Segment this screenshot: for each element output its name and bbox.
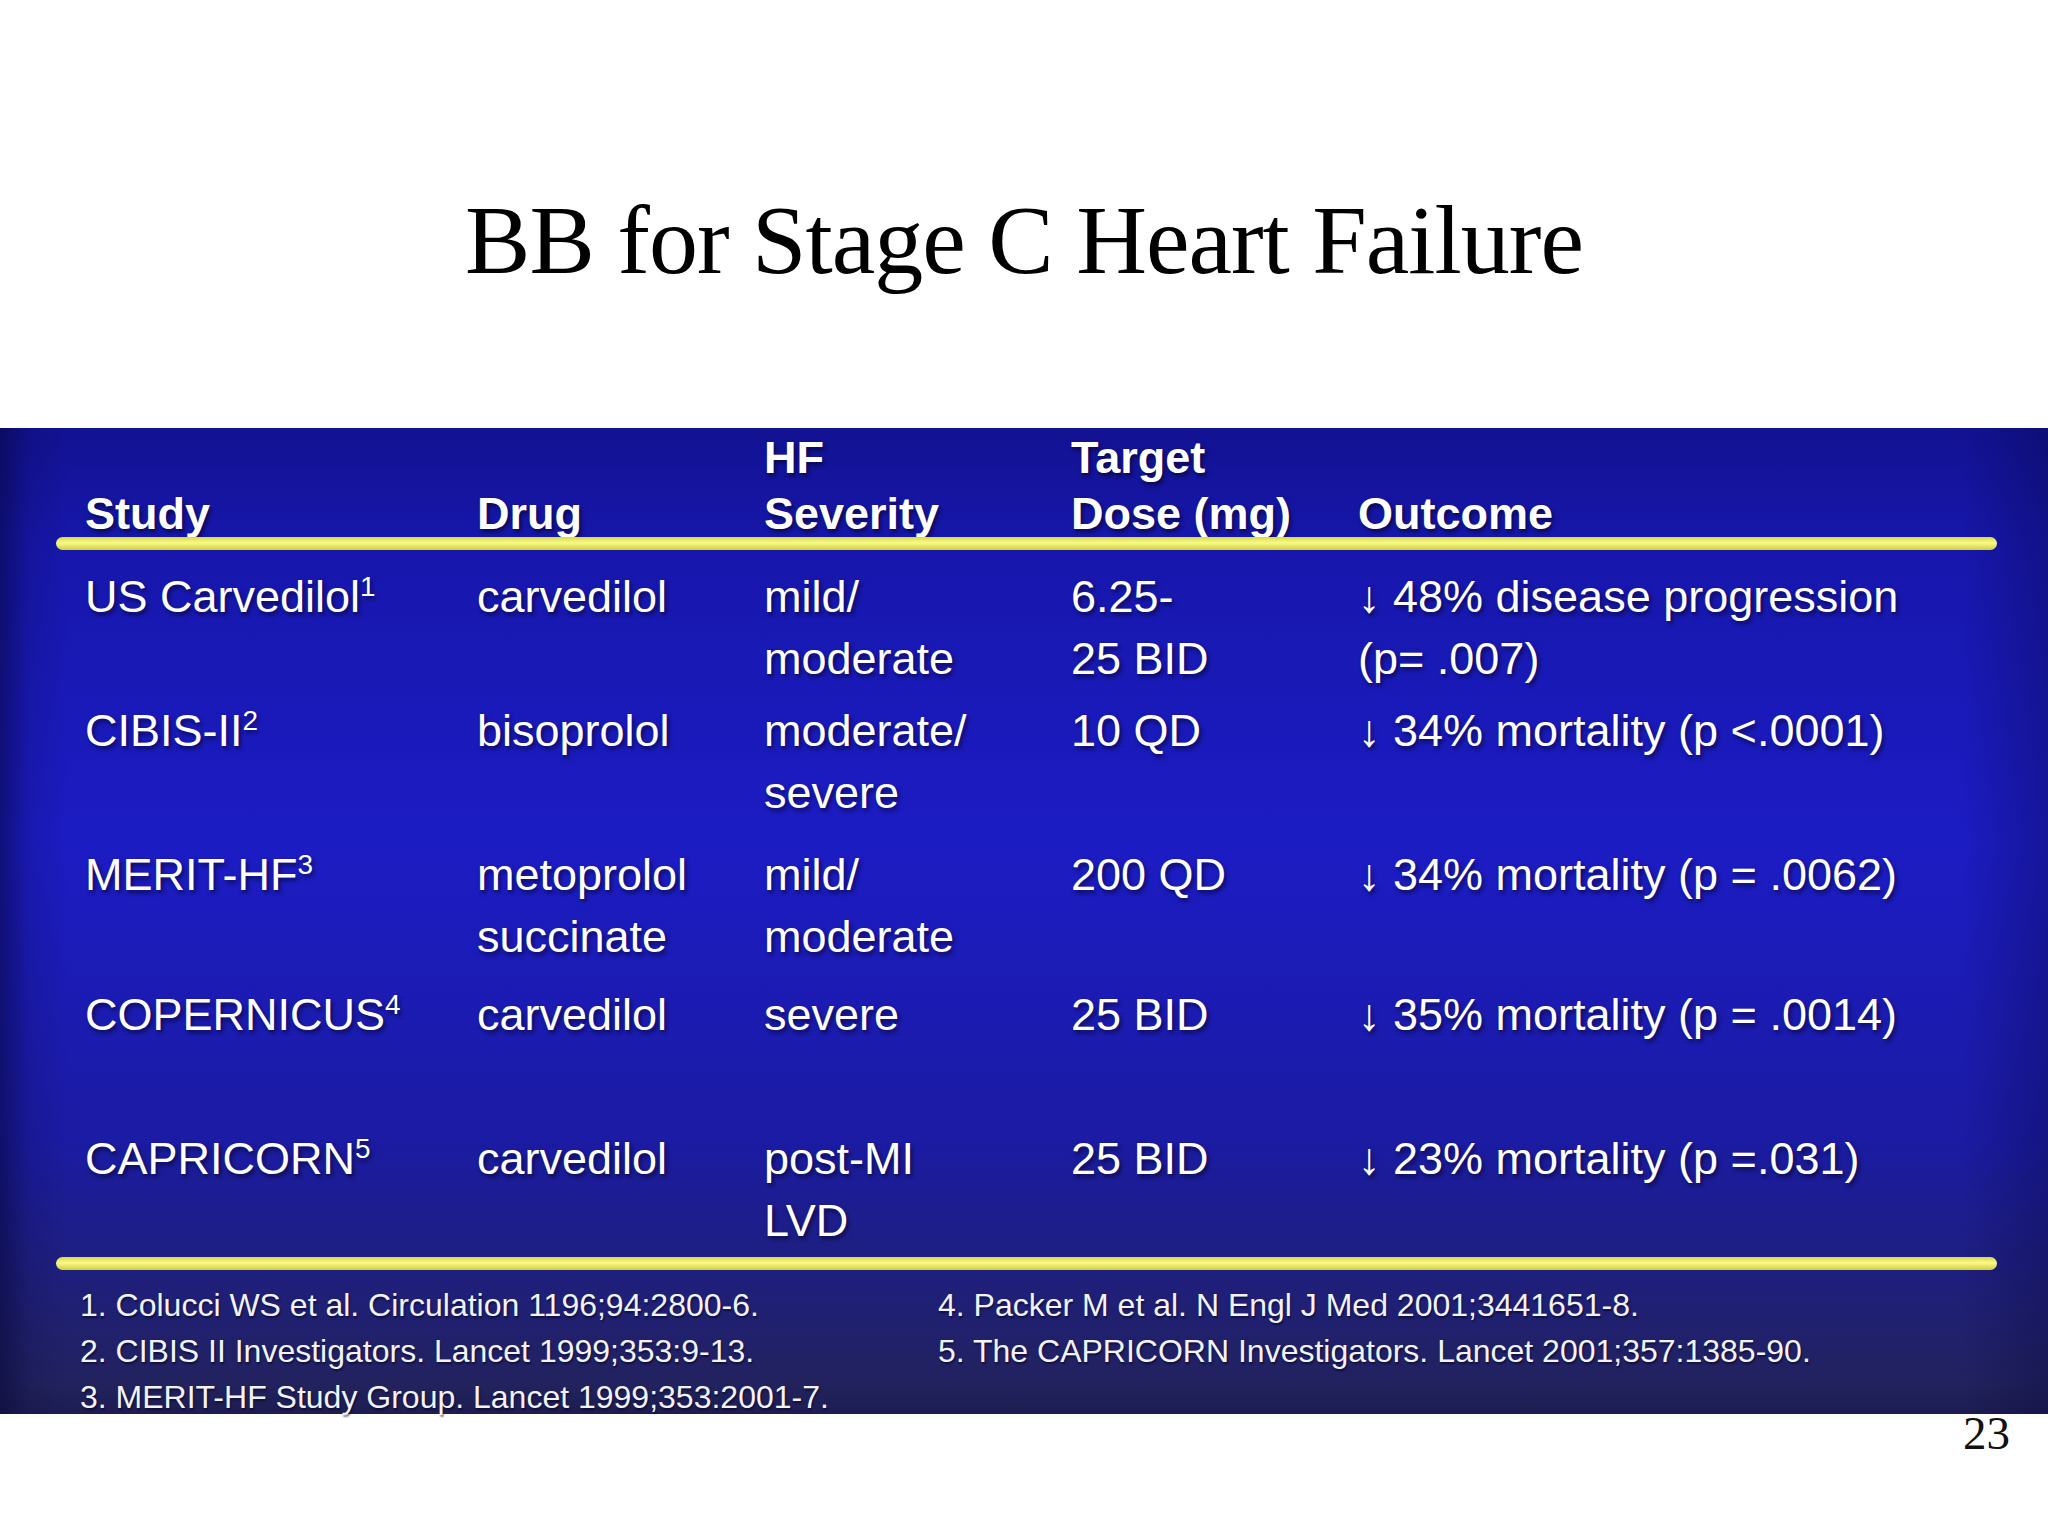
column-header-line <box>85 430 210 486</box>
cell-line: severe <box>764 762 967 824</box>
reference-item: 2. CIBIS II Investigators. Lancet 1999;3… <box>80 1328 829 1374</box>
cell-line: 25 BID <box>1071 1128 1209 1190</box>
cell-outcome: ↓ 35% mortality (p = .0014) <box>1358 984 1897 1046</box>
cell-dose: 25 BID <box>1071 1128 1209 1190</box>
cell-line: 6.25- <box>1071 566 1209 628</box>
cell-study: MERIT-HF3 <box>85 844 313 906</box>
studies-table-panel: Study Drug HFSeverity TargetDose (mg) Outcom… <box>0 428 2048 1414</box>
cell-dose: 200 QD <box>1071 844 1226 906</box>
cell-line: 200 QD <box>1071 844 1226 906</box>
cell-line: carvedilol <box>477 566 667 628</box>
column-header-outcome: Outcome <box>1358 430 1553 542</box>
cell-drug: carvedilol <box>477 566 667 628</box>
cell-line: succinate <box>477 906 687 968</box>
column-header-drug: Drug <box>477 430 582 542</box>
footnotes-right-column: 4. Packer M et al. N Engl J Med 2001;344… <box>938 1282 1811 1374</box>
study-name: MERIT-HF <box>85 849 297 900</box>
footnote-ref: 5 <box>355 1133 371 1164</box>
cell-study: COPERNICUS4 <box>85 984 401 1046</box>
cell-line: moderate/ <box>764 700 967 762</box>
column-header-line: Drug <box>477 486 582 542</box>
column-header-study: Study <box>85 430 210 542</box>
cell-outcome: ↓ 23% mortality (p =.031) <box>1358 1128 1859 1190</box>
column-header-line: Dose (mg) <box>1071 486 1291 542</box>
reference-item: 4. Packer M et al. N Engl J Med 2001;344… <box>938 1282 1811 1328</box>
column-header-line <box>1358 430 1553 486</box>
cell-drug: bisoprolol <box>477 700 670 762</box>
cell-line: mild/ <box>764 566 954 628</box>
cell-dose: 25 BID <box>1071 984 1209 1046</box>
cell-line: metoprolol <box>477 844 687 906</box>
cell-drug: carvedilol <box>477 984 667 1046</box>
cell-line: carvedilol <box>477 984 667 1046</box>
footnote-ref: 4 <box>385 989 401 1020</box>
cell-line: carvedilol <box>477 1128 667 1190</box>
cell-study: US Carvedilol1 <box>85 566 376 628</box>
cell-study: CAPRICORN5 <box>85 1128 371 1190</box>
cell-severity: mild/moderate <box>764 844 954 968</box>
cell-dose: 10 QD <box>1071 700 1201 762</box>
footer-divider-line <box>56 1257 1997 1270</box>
reference-item: 3. MERIT-HF Study Group. Lancet 1999;353… <box>80 1374 829 1420</box>
cell-line: moderate <box>764 906 954 968</box>
column-header-dose: TargetDose (mg) <box>1071 430 1291 542</box>
cell-line: LVD <box>764 1190 914 1252</box>
footnote-ref: 2 <box>243 705 259 736</box>
cell-line: post-MI <box>764 1128 914 1190</box>
cell-line: ↓ 23% mortality (p =.031) <box>1358 1128 1859 1190</box>
cell-study: CIBIS-II2 <box>85 700 258 762</box>
column-header-line: Outcome <box>1358 486 1553 542</box>
column-header-line: Severity <box>764 486 939 542</box>
column-header-line: HF <box>764 430 939 486</box>
slide-title: BB for Stage C Heart Failure <box>0 170 2048 310</box>
header-divider-line <box>56 537 1997 550</box>
cell-line: 25 BID <box>1071 984 1209 1046</box>
cell-line: ↓ 48% disease progression <box>1358 566 1898 628</box>
study-name: CIBIS-II <box>85 705 243 756</box>
cell-line: severe <box>764 984 899 1046</box>
cell-line: ↓ 34% mortality (p = .0062) <box>1358 844 1897 906</box>
reference-item: 1. Colucci WS et al. Circulation 1196;94… <box>80 1282 829 1328</box>
table-header-row: Study Drug HFSeverity TargetDose (mg) Outcom… <box>0 428 2048 550</box>
cell-severity: moderate/severe <box>764 700 967 824</box>
cell-outcome: ↓ 48% disease progression(p= .007) <box>1358 566 1898 690</box>
reference-item: 5. The CAPRICORN Investigators. Lancet 2… <box>938 1328 1811 1374</box>
cell-line: moderate <box>764 628 954 690</box>
cell-drug: metoprololsuccinate <box>477 844 687 968</box>
study-name: US Carvedilol <box>85 571 360 622</box>
cell-line: ↓ 35% mortality (p = .0014) <box>1358 984 1897 1046</box>
footnotes-left-column: 1. Colucci WS et al. Circulation 1196;94… <box>80 1282 829 1420</box>
cell-outcome: ↓ 34% mortality (p = .0062) <box>1358 844 1897 906</box>
cell-severity: mild/moderate <box>764 566 954 690</box>
cell-drug: carvedilol <box>477 1128 667 1190</box>
column-header-line <box>477 430 582 486</box>
study-name: CAPRICORN <box>85 1133 355 1184</box>
page-number: 23 <box>1963 1406 2010 1460</box>
slide: BB for Stage C Heart Failure Study Drug HF… <box>0 0 2048 1536</box>
cell-line: ↓ 34% mortality (p <.0001) <box>1358 700 1885 762</box>
cell-severity: post-MILVD <box>764 1128 914 1252</box>
footnote-ref: 1 <box>360 571 376 602</box>
cell-dose: 6.25-25 BID <box>1071 566 1209 690</box>
column-header-line: Study <box>85 486 210 542</box>
study-name: COPERNICUS <box>85 989 385 1040</box>
cell-line: bisoprolol <box>477 700 670 762</box>
footnote-ref: 3 <box>297 849 313 880</box>
cell-severity: severe <box>764 984 899 1046</box>
column-header-line: Target <box>1071 430 1291 486</box>
cell-outcome: ↓ 34% mortality (p <.0001) <box>1358 700 1885 762</box>
column-header-severity: HFSeverity <box>764 430 939 542</box>
cell-line: 25 BID <box>1071 628 1209 690</box>
cell-line: 10 QD <box>1071 700 1201 762</box>
cell-line: mild/ <box>764 844 954 906</box>
cell-line: (p= .007) <box>1358 628 1898 690</box>
